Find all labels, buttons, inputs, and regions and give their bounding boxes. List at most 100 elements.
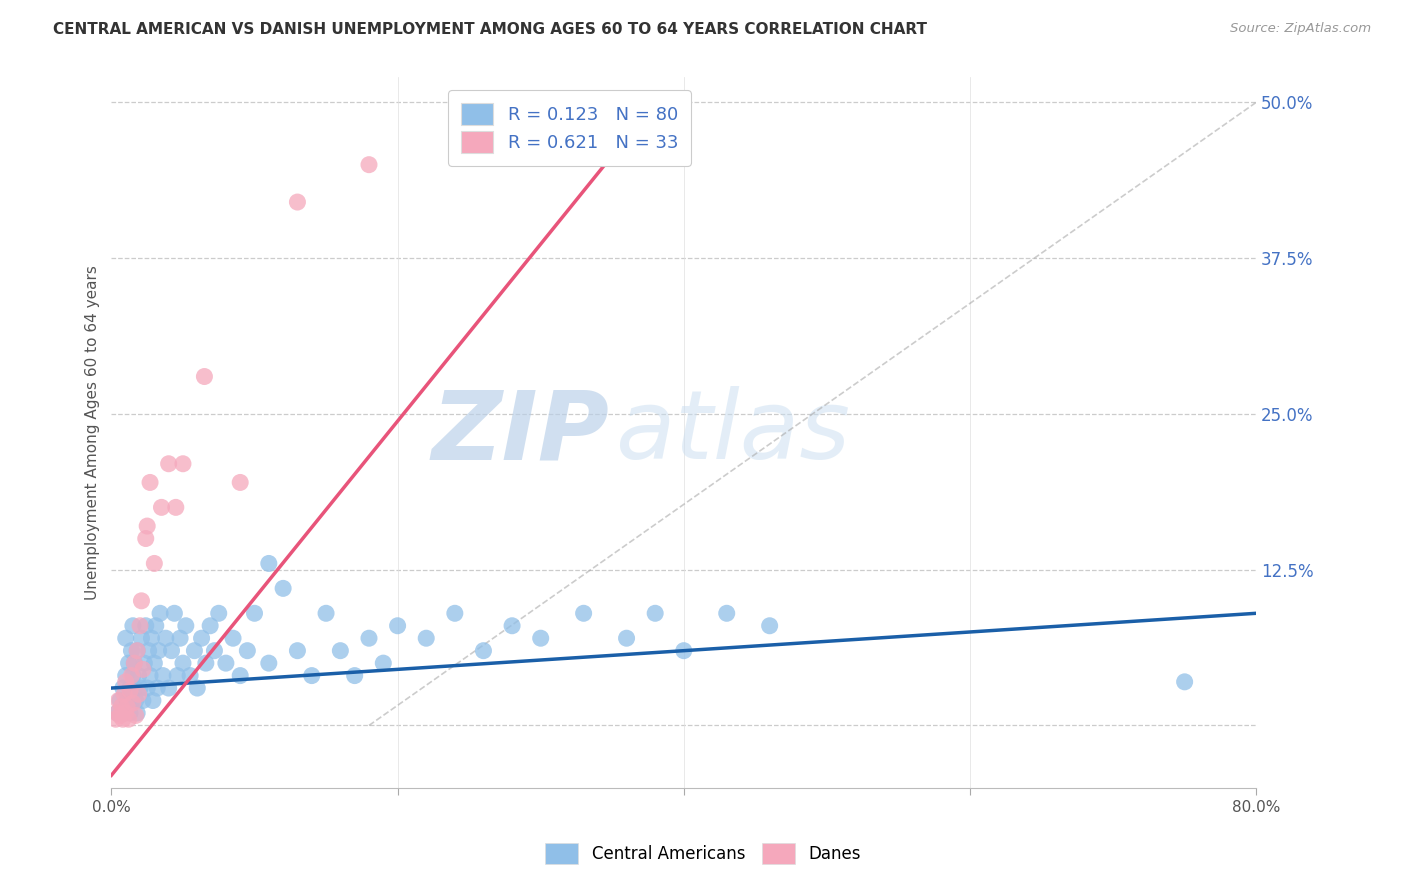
Point: [169, 631, 191, 645]
Point: [107, 693, 129, 707]
Point: [229, 668, 252, 682]
Point: [118, 706, 141, 720]
Point: [139, 668, 162, 682]
Point: [174, 619, 197, 633]
Point: [315, 607, 337, 621]
Point: [143, 557, 166, 571]
Point: [1174, 674, 1197, 689]
Point: [114, 674, 136, 689]
Point: [530, 631, 553, 645]
Point: [198, 619, 221, 633]
Point: [124, 681, 146, 695]
Point: [105, 706, 128, 720]
Point: [343, 668, 366, 682]
Point: [222, 631, 245, 645]
Point: [104, 712, 127, 726]
Point: [271, 582, 294, 596]
Point: [229, 475, 252, 490]
Point: [141, 631, 163, 645]
Point: [190, 631, 212, 645]
Point: [120, 668, 142, 682]
Point: [127, 643, 149, 657]
Point: [716, 607, 738, 621]
Point: [114, 706, 136, 720]
Point: [194, 656, 217, 670]
Point: [136, 681, 159, 695]
Point: [152, 668, 174, 682]
Point: [387, 619, 409, 633]
Point: [183, 643, 205, 657]
Point: [112, 687, 135, 701]
Point: [415, 631, 437, 645]
Point: [132, 693, 155, 707]
Point: [118, 681, 141, 695]
Point: [357, 158, 380, 172]
Point: [129, 681, 152, 695]
Point: [329, 643, 352, 657]
Point: [143, 656, 166, 670]
Point: [644, 607, 666, 621]
Point: [357, 631, 380, 645]
Point: [139, 475, 162, 490]
Point: [179, 668, 201, 682]
Point: [114, 631, 136, 645]
Point: [105, 706, 128, 720]
Point: [160, 643, 183, 657]
Point: [142, 693, 165, 707]
Point: [132, 662, 155, 676]
Point: [149, 607, 172, 621]
Point: [136, 519, 159, 533]
Point: [111, 681, 134, 695]
Point: [118, 683, 141, 698]
Point: [108, 693, 131, 707]
Point: [122, 619, 145, 633]
Point: [138, 643, 160, 657]
Point: [114, 668, 136, 682]
Point: [124, 656, 146, 670]
Point: [215, 656, 238, 670]
Point: [117, 656, 139, 670]
Point: [243, 607, 266, 621]
Point: [287, 195, 309, 210]
Point: [115, 699, 138, 714]
Point: [301, 668, 323, 682]
Point: [128, 668, 150, 682]
Text: ZIP: ZIP: [432, 386, 609, 479]
Point: [148, 643, 170, 657]
Text: atlas: atlas: [614, 386, 851, 479]
Point: [616, 631, 638, 645]
Point: [135, 532, 157, 546]
Point: [208, 607, 231, 621]
Point: [204, 643, 226, 657]
Text: CENTRAL AMERICAN VS DANISH UNEMPLOYMENT AMONG AGES 60 TO 64 YEARS CORRELATION CH: CENTRAL AMERICAN VS DANISH UNEMPLOYMENT …: [53, 22, 928, 37]
Point: [125, 708, 148, 723]
Point: [134, 656, 156, 670]
Point: [236, 643, 259, 657]
Point: [110, 699, 132, 714]
Point: [115, 693, 138, 707]
Text: Source: ZipAtlas.com: Source: ZipAtlas.com: [1230, 22, 1371, 36]
Point: [572, 607, 595, 621]
Point: [163, 607, 186, 621]
Point: [127, 706, 149, 720]
Point: [122, 668, 145, 682]
Point: [758, 619, 780, 633]
Point: [131, 594, 153, 608]
Point: [117, 712, 139, 726]
Point: [287, 643, 309, 657]
Point: [172, 656, 194, 670]
Point: [501, 619, 523, 633]
Point: [257, 656, 280, 670]
Point: [112, 706, 135, 720]
Point: [257, 557, 280, 571]
Point: [127, 643, 149, 657]
Point: [186, 681, 208, 695]
Point: [108, 708, 131, 723]
Point: [157, 457, 180, 471]
Point: [150, 500, 173, 515]
Point: [120, 643, 142, 657]
Point: [193, 369, 215, 384]
Point: [128, 687, 150, 701]
Legend: Central Americans, Danes: Central Americans, Danes: [538, 837, 868, 871]
Point: [155, 631, 177, 645]
